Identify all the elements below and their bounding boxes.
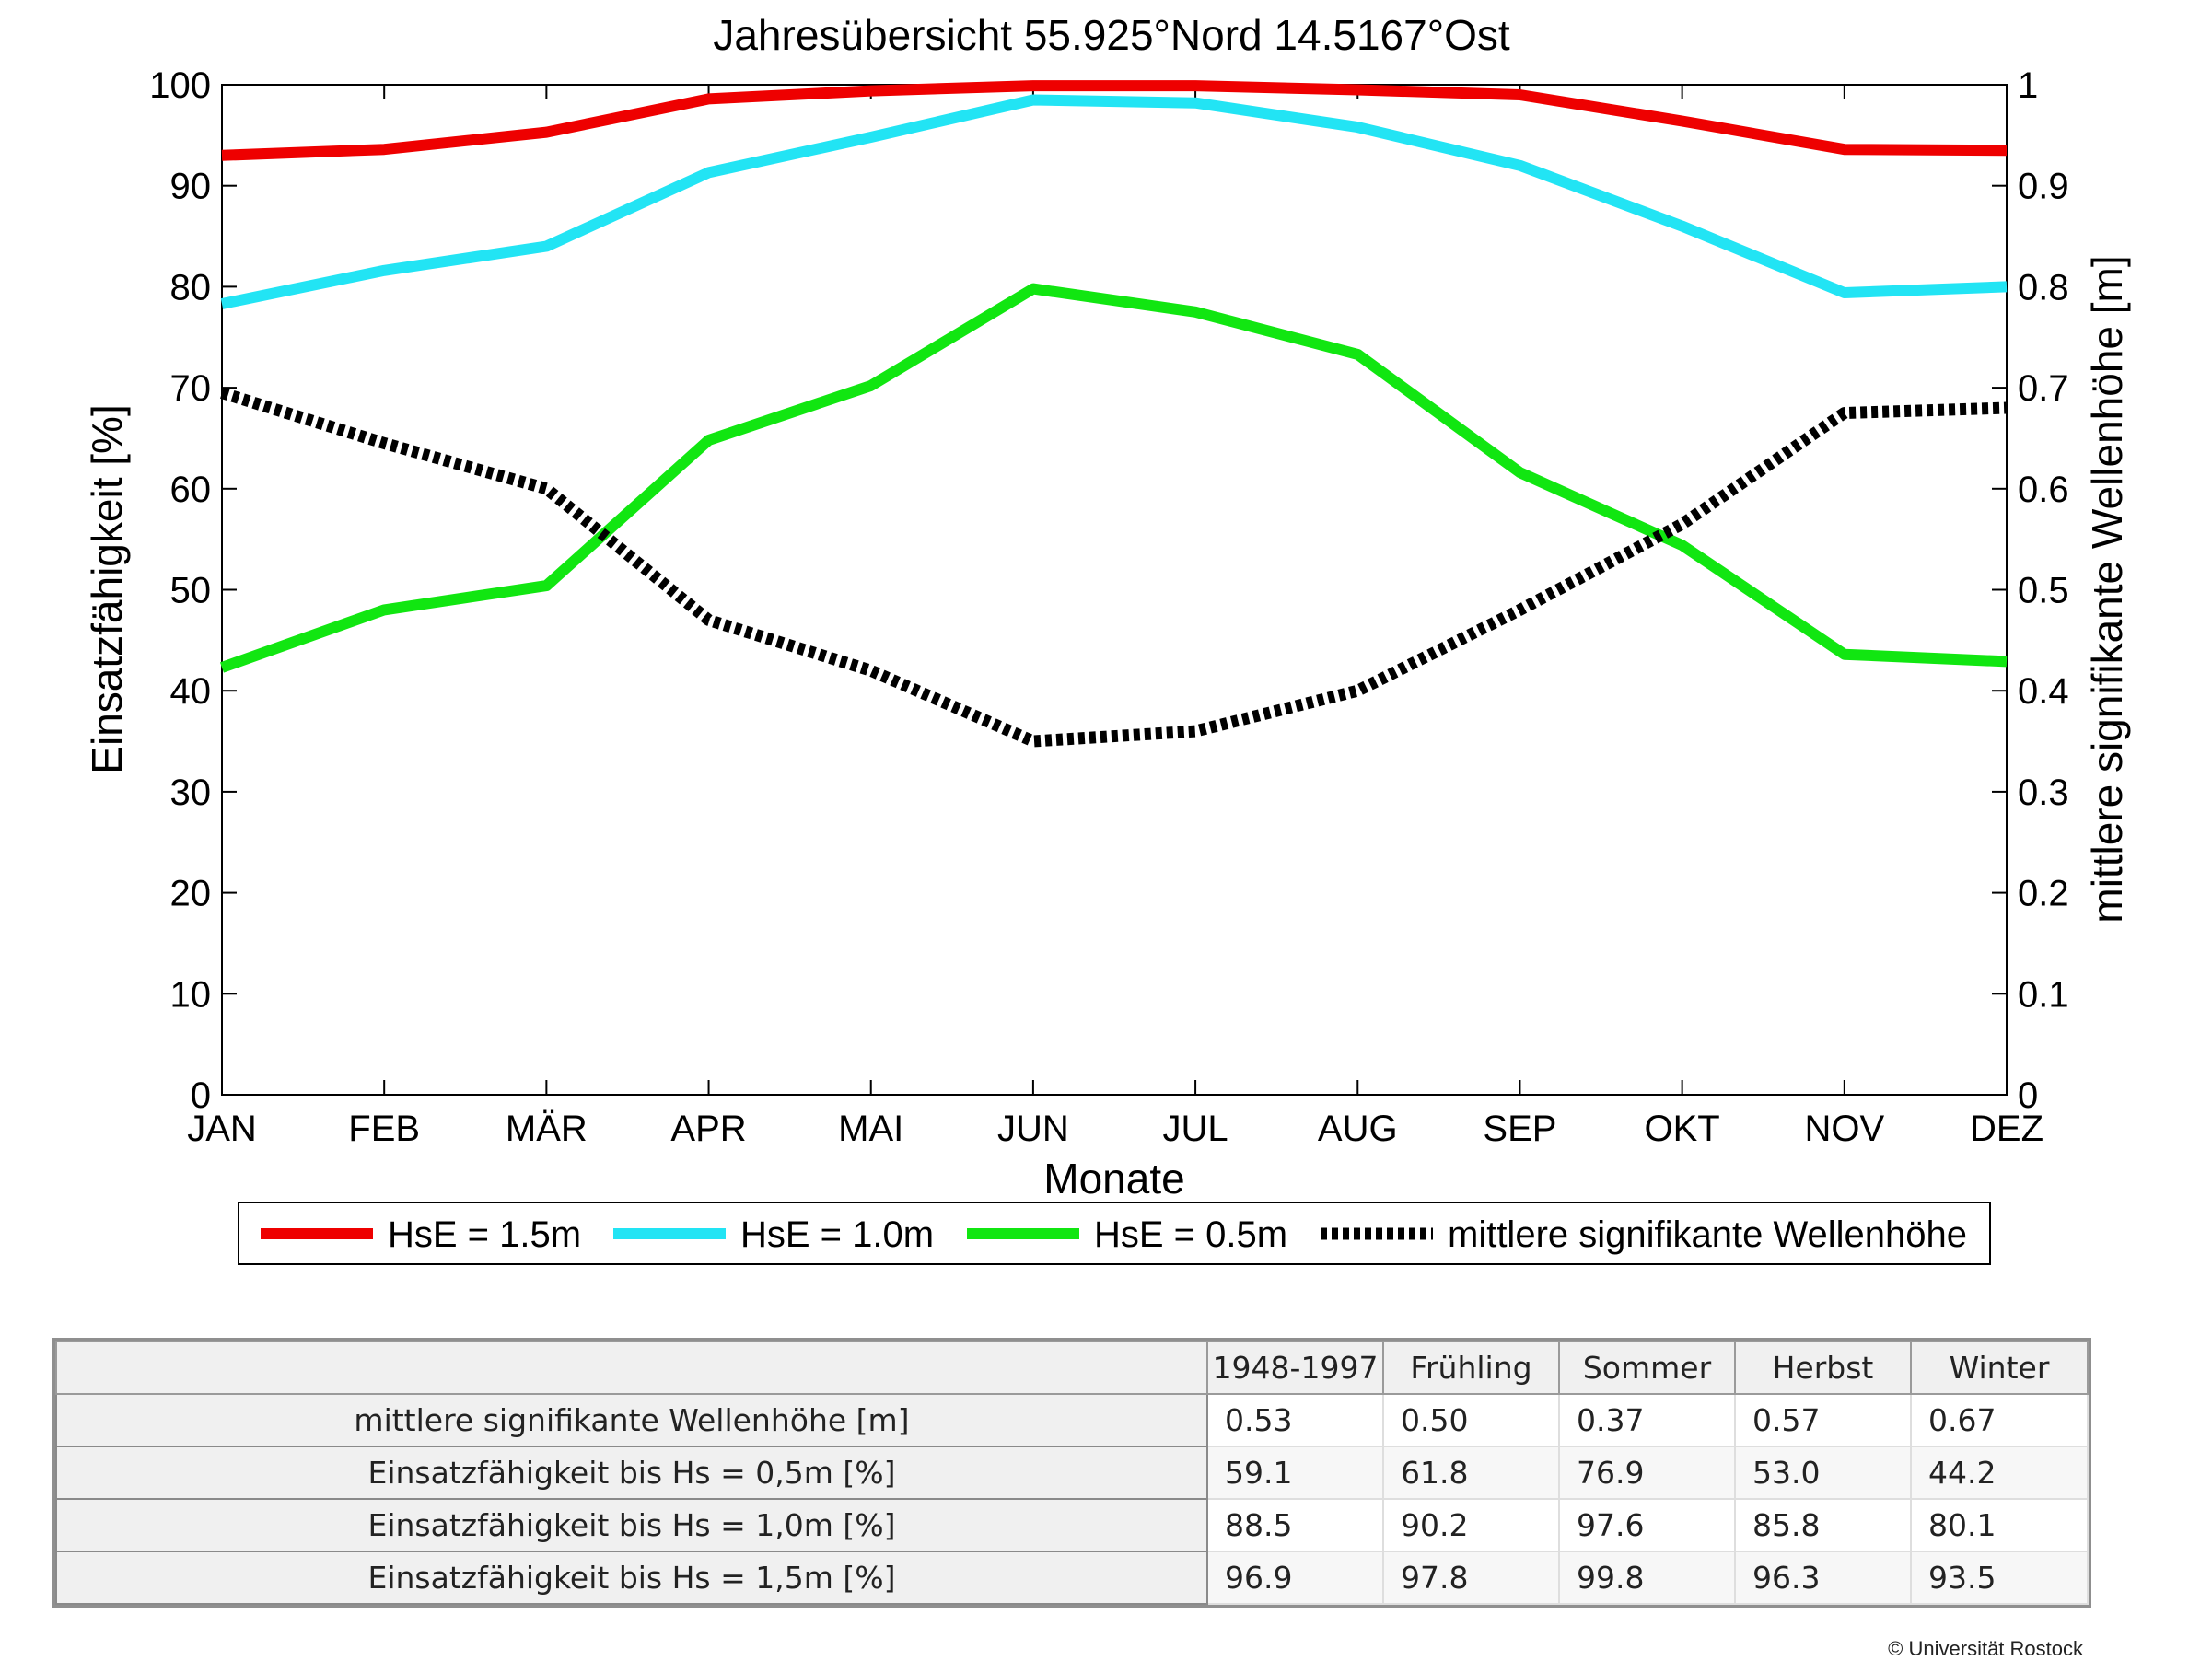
x-tick-label: SEP bbox=[1483, 1109, 1556, 1149]
x-tick-label: NOV bbox=[1804, 1109, 1884, 1149]
x-tick-label: MAI bbox=[838, 1109, 903, 1149]
row-header: mittlere signifikante Wellenhöhe [m] bbox=[55, 1393, 1208, 1447]
y-right-tick-label: 0.5 bbox=[2018, 571, 2069, 611]
table-cell: 59.1 bbox=[1206, 1446, 1384, 1500]
x-tick-label: FEB bbox=[348, 1109, 420, 1149]
table-cell: 0.37 bbox=[1558, 1393, 1736, 1447]
y-axis-label: Einsatzfähigkeit [%] bbox=[83, 404, 131, 773]
table-cell: 44.2 bbox=[1910, 1446, 2089, 1500]
y-tick-label: 50 bbox=[170, 571, 212, 611]
x-tick-label: MÄR bbox=[506, 1109, 588, 1149]
table-cell: 93.5 bbox=[1910, 1551, 2089, 1605]
table-cell: 90.2 bbox=[1382, 1498, 1560, 1552]
x-tick-label: APR bbox=[670, 1109, 746, 1149]
series-line bbox=[219, 283, 2008, 673]
y-right-tick-label: 0.4 bbox=[2018, 671, 2069, 712]
y-right-tick-label: 0 bbox=[2018, 1075, 2038, 1116]
y-right-tick-label: 0.3 bbox=[2018, 772, 2069, 813]
y-tick-label: 30 bbox=[170, 772, 212, 813]
table-cell: 97.8 bbox=[1382, 1551, 1560, 1605]
table-cell: 76.9 bbox=[1558, 1446, 1736, 1500]
y-right-axis-label: mittlere signifikante Wellenhöhe [m] bbox=[2083, 255, 2131, 923]
table-cell: 88.5 bbox=[1206, 1498, 1384, 1552]
series-lines bbox=[219, 80, 2008, 748]
x-tick-label: JAN bbox=[187, 1109, 257, 1149]
copyright-notice: © Universität Rostock bbox=[1888, 1637, 2083, 1660]
row-header: Einsatzfähigkeit bis Hs = 0,5m [%] bbox=[55, 1446, 1208, 1500]
series-line bbox=[220, 387, 2008, 748]
x-tick-label: DEZ bbox=[1970, 1109, 2043, 1149]
y-tick-label: 10 bbox=[170, 974, 212, 1015]
table-cell: 97.6 bbox=[1558, 1498, 1736, 1552]
x-tick-label: JUN bbox=[997, 1109, 1069, 1149]
chart: Jahresübersicht 55.925°Nord 14.5167°Ost … bbox=[83, 11, 2131, 1265]
column-header: Herbst bbox=[1734, 1341, 1912, 1395]
y-tick-label: 70 bbox=[170, 368, 212, 409]
table-cell: 0.67 bbox=[1910, 1393, 2089, 1447]
y-tick-label: 40 bbox=[170, 671, 212, 712]
table-cell: 53.0 bbox=[1734, 1446, 1912, 1500]
y-tick-label: 20 bbox=[170, 874, 212, 914]
column-header: 1948-1997 bbox=[1206, 1341, 1384, 1395]
table-cell: 80.1 bbox=[1910, 1498, 2089, 1552]
legend-label: HsE = 1.5m bbox=[388, 1214, 581, 1255]
table-row: Einsatzfähigkeit bis Hs = 1,0m [%] 88.5 … bbox=[55, 1498, 2089, 1552]
table-cell: 0.57 bbox=[1734, 1393, 1912, 1447]
column-header: Frühling bbox=[1382, 1341, 1560, 1395]
y-right-tick-label: 0.9 bbox=[2018, 167, 2069, 207]
x-axis-label: Monate bbox=[1043, 1155, 1184, 1202]
table-cell: 0.53 bbox=[1206, 1393, 1384, 1447]
row-header: Einsatzfähigkeit bis Hs = 1,5m [%] bbox=[55, 1551, 1208, 1605]
y-right-tick-label: 1 bbox=[2018, 65, 2038, 106]
y-tick-label: 0 bbox=[191, 1075, 211, 1116]
summary-table: 1948-1997 Frühling Sommer Herbst Winter … bbox=[52, 1338, 2091, 1608]
y-right-tick-label: 0.2 bbox=[2018, 874, 2069, 914]
table-cell: 0.50 bbox=[1382, 1393, 1560, 1447]
y-tick-label: 90 bbox=[170, 167, 212, 207]
column-header: Sommer bbox=[1558, 1341, 1736, 1395]
x-tick-label: AUG bbox=[1318, 1109, 1398, 1149]
table-row: mittlere signifikante Wellenhöhe [m] 0.5… bbox=[55, 1393, 2089, 1447]
table-cell: 99.8 bbox=[1558, 1551, 1736, 1605]
table-cell: 96.3 bbox=[1734, 1551, 1912, 1605]
legend-label: HsE = 0.5m bbox=[1094, 1214, 1287, 1255]
y-right-tick-label: 0.1 bbox=[2018, 974, 2069, 1015]
column-header: Winter bbox=[1910, 1341, 2089, 1395]
y-right-tick-label: 0.6 bbox=[2018, 470, 2069, 510]
table-cell: 96.9 bbox=[1206, 1551, 1384, 1605]
chart-title: Jahresübersicht 55.925°Nord 14.5167°Ost bbox=[713, 11, 1510, 59]
legend-label: mittlere signifikante Wellenhöhe bbox=[1448, 1214, 1967, 1255]
legend-box bbox=[238, 1202, 1991, 1265]
table-cell: 61.8 bbox=[1382, 1446, 1560, 1500]
table-cell: 85.8 bbox=[1734, 1498, 1912, 1552]
legend: HsE = 1.5m HsE = 1.0m HsE = 0.5m mittlere s… bbox=[261, 1214, 1967, 1255]
row-header: Einsatzfähigkeit bis Hs = 1,0m [%] bbox=[55, 1498, 1208, 1552]
y-tick-label: 100 bbox=[149, 65, 211, 106]
table-row: Einsatzfähigkeit bis Hs = 0,5m [%] 59.1 … bbox=[55, 1446, 2089, 1500]
y-right-tick-label: 0.7 bbox=[2018, 368, 2069, 409]
table-header-row: 1948-1997 Frühling Sommer Herbst Winter bbox=[55, 1341, 2089, 1395]
y-tick-label: 60 bbox=[170, 470, 212, 510]
x-tick-label: JUL bbox=[1163, 1109, 1228, 1149]
x-tick-label: OKT bbox=[1645, 1109, 1720, 1149]
series-line bbox=[220, 94, 2008, 309]
table-corner bbox=[55, 1341, 1208, 1395]
y-right-tick-label: 0.8 bbox=[2018, 267, 2069, 308]
y-tick-label: 80 bbox=[170, 267, 212, 308]
legend-label: HsE = 1.0m bbox=[740, 1214, 934, 1255]
table-row: Einsatzfähigkeit bis Hs = 1,5m [%] 96.9 … bbox=[55, 1551, 2089, 1605]
series-line bbox=[221, 80, 2008, 161]
